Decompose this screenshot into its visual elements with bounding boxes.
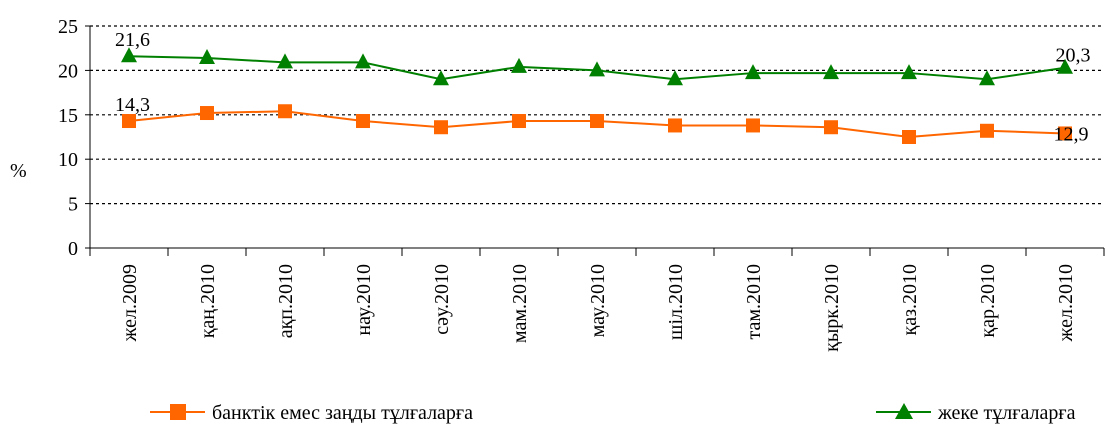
marker-square	[1058, 126, 1072, 141]
legend-item-individuals: жеке тұлғаларға	[876, 402, 1076, 424]
marker-triangle	[355, 53, 371, 69]
marker-triangle	[901, 64, 917, 80]
marker-triangle	[277, 53, 293, 69]
legend-marker-triangle	[895, 403, 913, 419]
axes	[85, 25, 1105, 256]
x-tick-label: жел.2009	[119, 264, 141, 342]
marker-triangle	[823, 64, 839, 80]
x-tick-label: мам.2010	[509, 264, 531, 343]
marker-triangle	[979, 70, 995, 86]
marker-triangle	[667, 70, 683, 86]
legend: банктік емес заңды тұлғаларға жеке тұлға…	[150, 402, 1076, 424]
marker-square	[512, 114, 526, 129]
x-tick-label: мау.2010	[587, 264, 609, 337]
marker-triangle	[589, 61, 605, 77]
y-tick-label: 25	[58, 16, 78, 38]
y-tick-labels: 0 5 10 15 20 25	[58, 16, 78, 260]
marker-square	[668, 118, 682, 133]
x-tick-label: жел.2010	[1055, 264, 1077, 342]
y-tick-label: 5	[68, 194, 78, 216]
y-tick-label: 0	[68, 238, 78, 260]
marker-triangle	[1057, 58, 1073, 74]
marker-triangle	[121, 47, 137, 63]
x-tick-label: қаз.2010	[899, 264, 921, 336]
legend-marker-square	[170, 404, 186, 420]
data-label: 21,6	[115, 29, 150, 51]
x-tick-label: қырк.2010	[821, 264, 843, 352]
series-markers	[121, 47, 1073, 144]
marker-square	[122, 114, 136, 129]
marker-square	[902, 130, 916, 144]
x-tick-label: там.2010	[743, 264, 765, 340]
x-tick-label: қар.2010	[977, 264, 999, 338]
marker-square	[824, 120, 838, 135]
marker-triangle	[745, 64, 761, 80]
data-label: 14,3	[115, 94, 150, 116]
y-tick-label: 10	[58, 149, 78, 171]
x-tick-label: нау.2010	[353, 264, 375, 336]
marker-triangle	[511, 57, 527, 73]
legend-label-nonbank: банктік емес заңды тұлғаларға	[212, 402, 473, 424]
marker-square	[200, 106, 214, 121]
legend-item-nonbank: банктік емес заңды тұлғаларға	[150, 402, 473, 424]
marker-square	[278, 104, 292, 119]
x-tick-label: ақп.2010	[275, 264, 297, 338]
data-label: 20,3	[1056, 45, 1091, 67]
legend-label-individuals: жеке тұлғаларға	[937, 402, 1076, 424]
marker-square	[356, 114, 370, 129]
x-tick-label: шіл.2010	[665, 264, 687, 340]
marker-square	[590, 114, 604, 129]
marker-square	[434, 120, 448, 135]
x-tick-label: қаң.2010	[197, 264, 219, 338]
x-tick-labels: жел.2009 қаң.2010 ақп.2010 нау.2010 сәу.2010…	[119, 264, 1077, 352]
marker-triangle	[433, 70, 449, 86]
marker-square	[980, 123, 994, 138]
y-tick-label: 20	[58, 60, 78, 82]
marker-square	[746, 118, 760, 133]
marker-triangle	[199, 48, 215, 64]
data-label: 12,9	[1054, 123, 1089, 145]
data-labels: 14,3 12,9 21,6 20,3	[115, 29, 1091, 145]
y-tick-label: 15	[58, 105, 78, 127]
x-tick-label: сәу.2010	[431, 264, 453, 335]
y-axis-label: %	[10, 160, 27, 182]
